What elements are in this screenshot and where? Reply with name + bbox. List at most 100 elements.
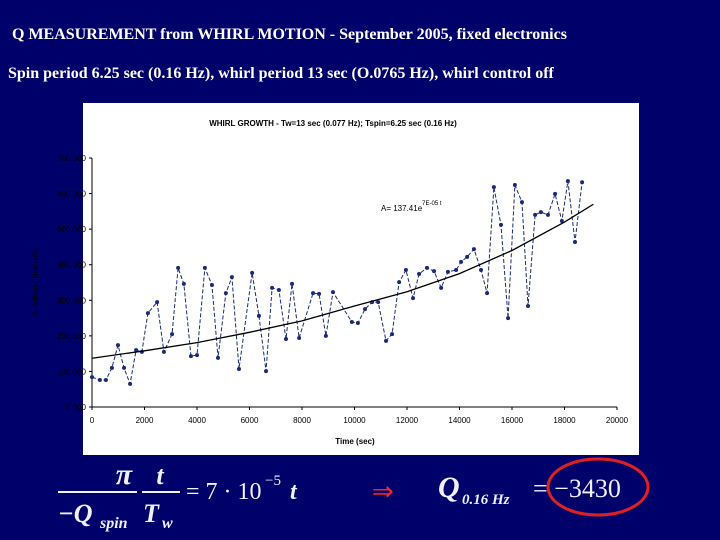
data-point — [145, 311, 150, 316]
y-tick-label: 200,000 — [57, 332, 86, 341]
data-point — [538, 210, 543, 215]
data-point — [432, 269, 437, 274]
highlight-ellipse — [546, 457, 650, 517]
data-point — [290, 281, 295, 286]
data-point — [349, 319, 354, 324]
y-tick-label: 100,000 — [57, 367, 86, 376]
data-point — [181, 281, 186, 286]
y-tick-label: 700,000 — [57, 154, 86, 163]
y-axis-label: Amplitude (microV) — [31, 248, 40, 316]
series-line — [91, 203, 594, 359]
data-point — [545, 212, 550, 217]
data-point — [195, 353, 199, 358]
slide-subtitle: Spin period 6.25 sec (0.16 Hz), whirl pe… — [8, 65, 555, 82]
data-point — [283, 337, 288, 342]
x-tick-label: 4000 — [188, 416, 206, 425]
eq-tw: T — [143, 499, 160, 528]
annotation: A= 137.41e7E-05 t — [381, 201, 442, 213]
data-point — [506, 316, 511, 321]
chart-area — [83, 103, 639, 455]
x-tick-label: 16000 — [501, 416, 524, 425]
x-tick-label: 20000 — [606, 416, 629, 425]
eq-result-q: Q — [438, 471, 460, 504]
data-point — [445, 269, 450, 274]
chart: WHIRL GROWTH - Tw=13 sec (0.077 Hz); Tsp… — [31, 119, 629, 446]
data-point — [491, 185, 496, 190]
eq-q: −Q — [58, 499, 93, 528]
data-point — [580, 180, 585, 185]
eq-result-value: = −3430 — [533, 474, 621, 503]
data-point — [90, 375, 94, 380]
data-point — [390, 332, 395, 337]
data-point — [97, 377, 102, 382]
eq-arrow: ⇒ — [372, 477, 394, 506]
data-point — [471, 247, 476, 252]
data-point — [161, 349, 166, 354]
data-point — [454, 268, 459, 273]
data-point — [553, 191, 558, 196]
data-point — [559, 218, 564, 223]
data-point — [109, 365, 114, 370]
annotation-exponent: 7E-05 t — [422, 201, 442, 207]
x-tick-label: 12000 — [396, 416, 419, 425]
data-point — [216, 355, 220, 360]
x-tick-label: 0 — [90, 416, 95, 425]
data-point — [424, 265, 429, 270]
data-point — [250, 270, 255, 275]
equation: π −Q spin t T w = 7 · 10 −5 t ⇒ Q 0.16 H… — [58, 457, 650, 532]
eq-rhs-exp: −5 — [265, 473, 281, 489]
eq-rhs: = 7 · 10 — [186, 479, 262, 505]
x-tick-label: 18000 — [553, 416, 576, 425]
data-point — [223, 291, 228, 296]
y-tick-label: 0,000 — [66, 403, 87, 412]
eq-tw-sub: w — [162, 515, 173, 532]
data-point — [134, 348, 139, 353]
data-point — [276, 287, 281, 292]
data-point — [565, 179, 570, 184]
x-tick-label: 14000 — [448, 416, 471, 425]
data-point — [229, 275, 234, 280]
data-point — [311, 291, 316, 296]
eq-result-sub: 0.16 Hz — [462, 492, 510, 508]
slide-title: Q MEASUREMENT from WHIRL MOTION - Septem… — [12, 26, 567, 43]
data-point — [297, 335, 302, 340]
y-tick-label: 300,000 — [57, 296, 86, 305]
y-tick-label: 600,000 — [57, 190, 86, 199]
x-tick-label: 8000 — [293, 416, 311, 425]
eq-t: t — [156, 461, 164, 490]
data-point — [237, 366, 241, 371]
data-point — [512, 183, 517, 188]
data-point — [376, 300, 381, 305]
x-tick-label: 6000 — [241, 416, 259, 425]
eq-q-sub: spin — [99, 515, 128, 532]
data-point — [573, 239, 577, 244]
data-point — [533, 212, 538, 217]
data-point — [170, 332, 175, 337]
series-line — [91, 181, 583, 386]
data-point — [479, 268, 484, 273]
eq-rhs-t: t — [290, 479, 298, 505]
data-point — [459, 259, 464, 264]
x-tick-label: 2000 — [136, 416, 154, 425]
data-point — [256, 313, 261, 318]
data-point — [363, 307, 367, 312]
data-point — [209, 282, 214, 287]
data-point — [115, 343, 120, 348]
data-point — [485, 291, 490, 296]
data-point — [317, 291, 322, 296]
data-point — [397, 280, 402, 285]
eq-pi: π — [116, 458, 133, 491]
x-tick-label: 10000 — [343, 416, 366, 425]
data-point — [188, 354, 193, 359]
data-point — [403, 268, 408, 273]
data-point — [411, 296, 416, 301]
data-point — [330, 290, 335, 295]
data-point — [417, 271, 422, 276]
data-point — [155, 300, 160, 305]
data-point — [519, 200, 524, 205]
data-point — [526, 303, 531, 308]
data-point — [355, 321, 360, 326]
x-axis-label: Time (sec) — [335, 437, 375, 446]
data-point — [103, 377, 108, 382]
data-point — [128, 381, 133, 386]
